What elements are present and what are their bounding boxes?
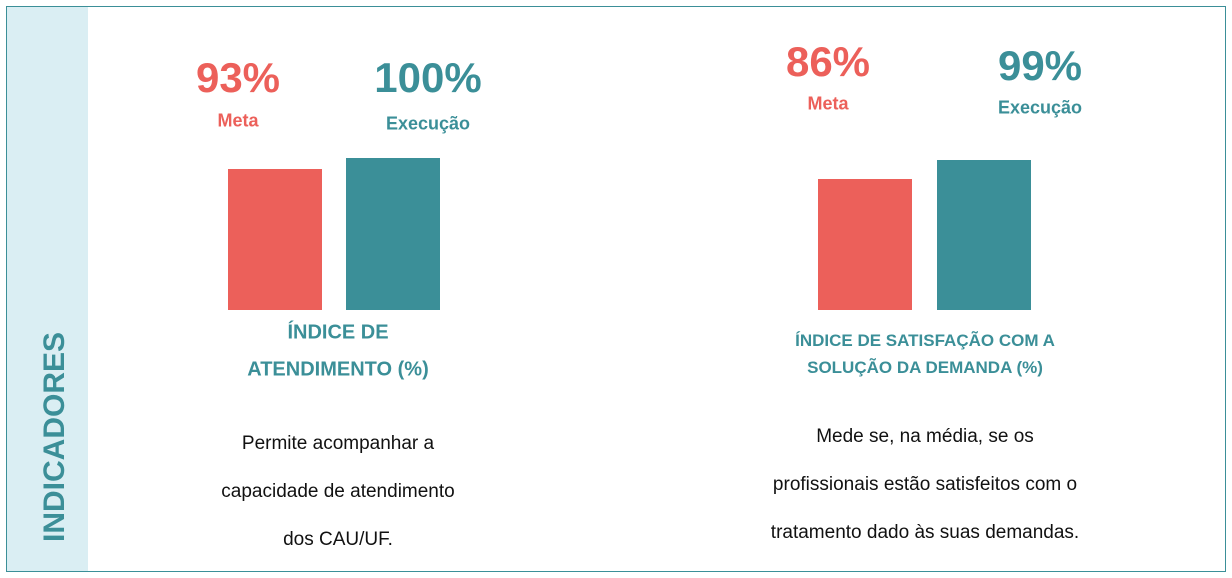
description: profissionais estão satisfeitos com o [772,474,1078,495]
description: capacidade de atendimento [221,481,455,502]
bar [818,179,912,310]
sidebar-label: INDICADORES [38,331,71,543]
value-label: 99% [997,42,1083,89]
description: Mede se, na média, se os [816,426,1034,447]
category-label: Execução [385,113,471,134]
category-label: Meta [217,110,259,131]
chart-title: SOLUÇÃO DA DEMANDA (%) [807,358,1043,377]
chart-title: ÍNDICE DE [287,321,389,344]
sidebar [7,7,88,571]
description: Permite acompanhar a [241,433,435,454]
bar [346,158,440,310]
chart-title: ÍNDICE DE SATISFAÇÃO COM A [795,331,1055,350]
category-label: Meta [807,93,849,114]
bar [228,168,322,310]
value-label: 100% [374,54,482,101]
description: dos CAU/UF. [283,529,393,550]
description: tratamento dado às suas demandas. [770,522,1080,543]
frame [6,6,1226,572]
value-label: 86% [785,38,871,85]
chart-title: ATENDIMENTO (%) [247,358,429,381]
category-label: Execução [997,97,1083,118]
bar [937,159,1031,310]
value-label: 93% [195,54,281,101]
